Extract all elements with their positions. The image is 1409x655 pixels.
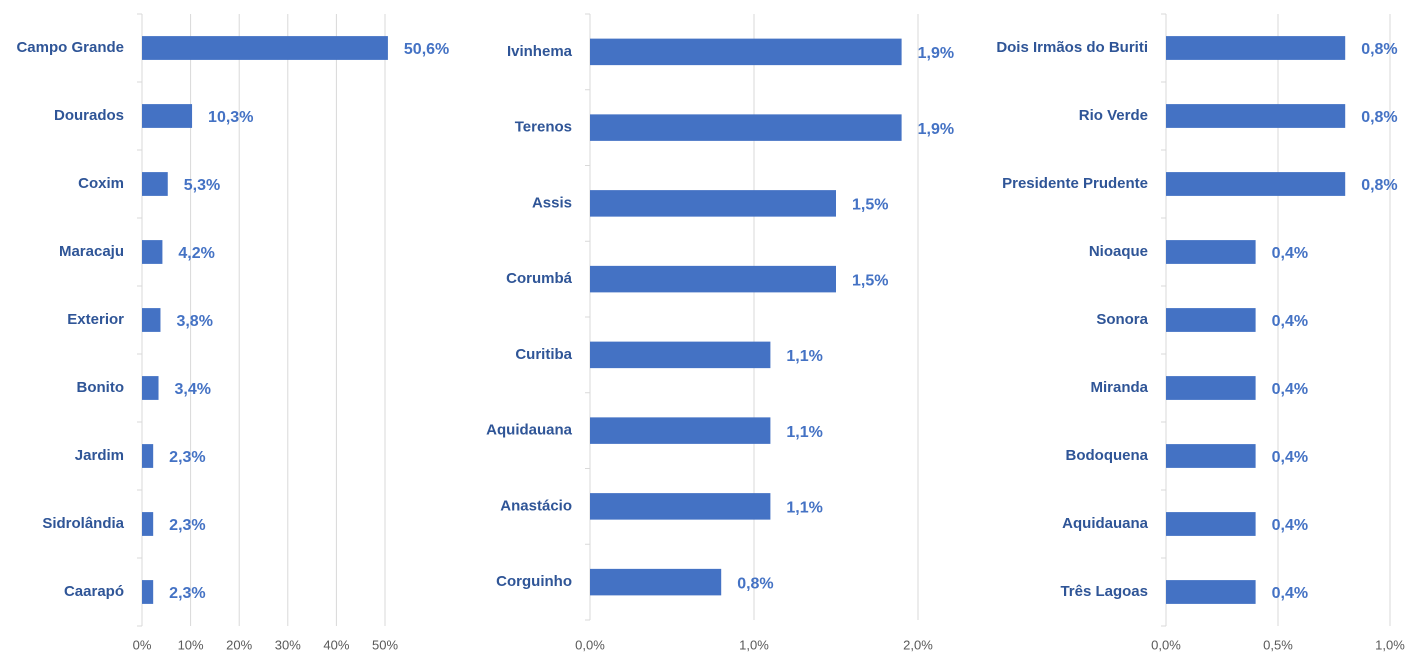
x-tick-label: 2,0% (903, 637, 933, 652)
bar (590, 341, 771, 369)
value-label: 0,8% (737, 575, 773, 592)
category-label: Aquidauana (486, 422, 572, 439)
value-label: 0,4% (1272, 245, 1308, 262)
x-tick-label: 0% (133, 637, 152, 652)
value-label: 2,3% (169, 585, 205, 602)
bar (590, 265, 836, 293)
category-label: Bodoquena (1066, 447, 1149, 464)
category-label: Campo Grande (16, 39, 124, 56)
value-label: 3,8% (176, 313, 212, 330)
bar (1166, 580, 1256, 604)
category-label: Ivinhema (507, 43, 573, 60)
bar (590, 114, 902, 141)
bar (1166, 308, 1256, 332)
category-label: Aquidauana (1062, 515, 1148, 532)
value-label: 0,4% (1272, 585, 1308, 602)
x-tick-label: 0,5% (1263, 637, 1293, 652)
bar (1166, 36, 1346, 60)
category-label: Bonito (77, 379, 124, 396)
bar (590, 190, 836, 217)
bar (142, 444, 154, 468)
category-label: Caarapó (64, 583, 124, 600)
category-label: Anastácio (500, 497, 572, 514)
value-label: 1,9% (918, 121, 954, 138)
bar (142, 308, 161, 332)
bar (142, 172, 168, 196)
category-label: Terenos (515, 119, 572, 136)
category-label: Jardim (75, 447, 124, 464)
value-label: 5,3% (184, 177, 220, 194)
value-label: 2,3% (169, 517, 205, 534)
value-label: 0,4% (1272, 381, 1308, 398)
value-label: 2,3% (169, 449, 205, 466)
x-tick-label: 0,0% (1151, 637, 1181, 652)
category-label: Dourados (54, 107, 124, 124)
value-label: 0,8% (1361, 177, 1397, 194)
value-label: 0,8% (1361, 109, 1397, 126)
category-label: Nioaque (1089, 243, 1148, 260)
x-tick-label: 20% (226, 637, 252, 652)
category-label: Dois Irmãos do Buriti (996, 39, 1148, 56)
category-label: Sonora (1096, 311, 1148, 328)
value-label: 0,8% (1361, 41, 1397, 58)
x-tick-label: 1,0% (739, 637, 769, 652)
category-label: Presidente Prudente (1002, 175, 1148, 192)
x-tick-label: 10% (178, 637, 204, 652)
value-label: 1,5% (852, 272, 888, 289)
category-label: Exterior (67, 311, 124, 328)
bar (142, 512, 154, 536)
bar (142, 580, 154, 604)
bar (142, 376, 159, 400)
value-label: 0,4% (1272, 517, 1308, 534)
bar (1166, 240, 1256, 264)
bar (142, 104, 193, 128)
value-label: 0,4% (1272, 449, 1308, 466)
bar (142, 36, 388, 60)
bar (1166, 444, 1256, 468)
x-tick-label: 30% (275, 637, 301, 652)
bar (590, 493, 771, 520)
x-tick-label: 1,0% (1375, 637, 1405, 652)
bar (590, 417, 771, 444)
value-label: 1,1% (786, 500, 822, 517)
category-label: Corguinho (496, 573, 572, 590)
category-label: Maracaju (59, 243, 124, 260)
value-label: 1,1% (786, 424, 822, 441)
value-label: 0,4% (1272, 313, 1308, 330)
value-label: 10,3% (208, 109, 253, 126)
value-label: 50,6% (404, 41, 449, 58)
value-label: 3,4% (175, 381, 211, 398)
category-label: Rio Verde (1079, 107, 1148, 124)
value-label: 1,9% (918, 45, 954, 62)
value-label: 4,2% (178, 245, 214, 262)
category-label: Miranda (1090, 379, 1148, 396)
category-label: Assis (532, 194, 572, 211)
bar (1166, 376, 1256, 400)
x-tick-label: 0,0% (575, 637, 605, 652)
bar (1166, 512, 1256, 536)
value-label: 1,1% (786, 348, 822, 365)
bar (590, 568, 722, 596)
category-label: Corumbá (506, 270, 572, 287)
category-label: Curitiba (515, 346, 572, 363)
category-label: Coxim (78, 175, 124, 192)
bar (1166, 172, 1346, 196)
category-label: Três Lagoas (1060, 583, 1148, 600)
value-label: 1,5% (852, 197, 888, 214)
bar (590, 38, 902, 66)
bar (142, 240, 163, 264)
x-tick-label: 40% (323, 637, 349, 652)
x-tick-label: 50% (372, 637, 398, 652)
category-label: Sidrolândia (42, 515, 124, 532)
bar (1166, 104, 1346, 128)
